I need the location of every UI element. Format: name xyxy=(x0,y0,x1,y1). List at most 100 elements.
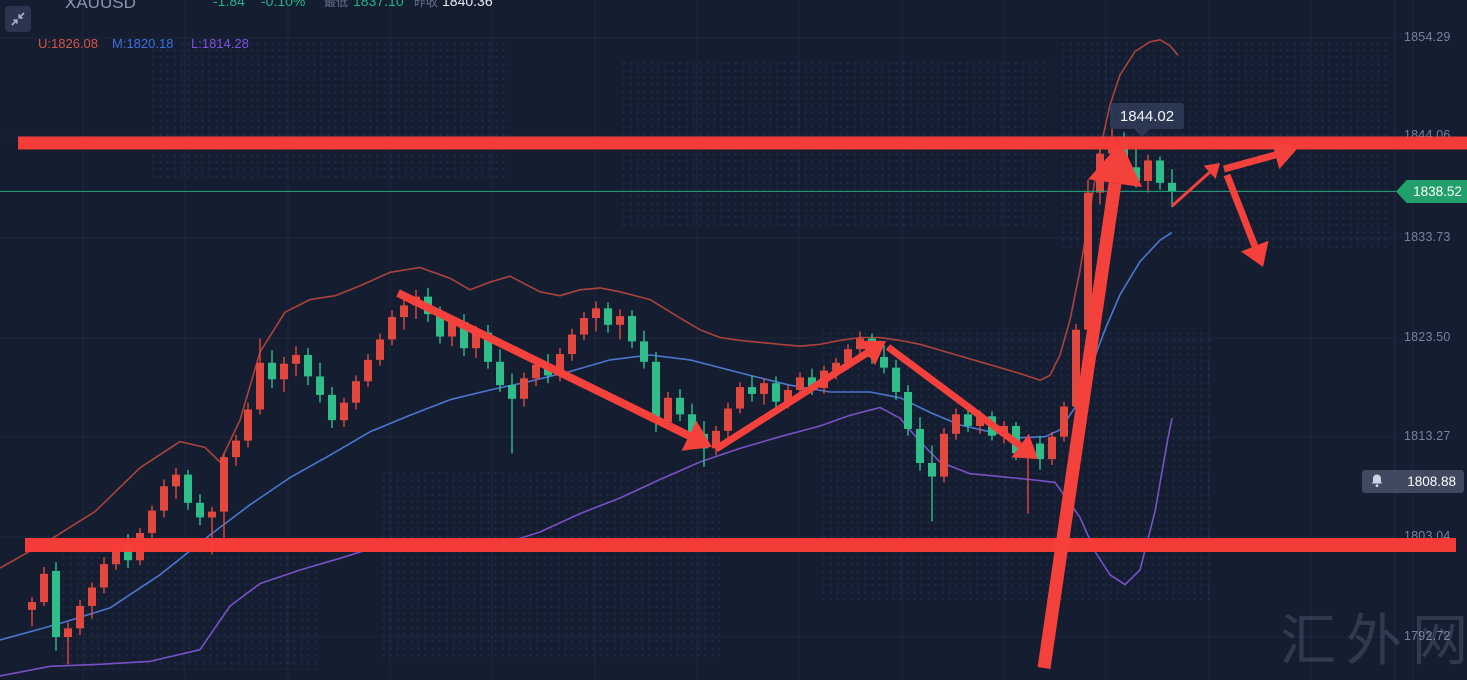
low-value: 1837.10 xyxy=(353,0,404,9)
candle-body xyxy=(280,363,288,380)
candle-body xyxy=(28,602,36,610)
candle-body xyxy=(472,332,480,349)
prev-close-value: 1840.36 xyxy=(442,0,493,9)
candle-body xyxy=(868,338,876,357)
bollinger-middle-band xyxy=(0,231,1173,641)
candle-body xyxy=(184,474,192,503)
candle-body xyxy=(268,362,276,380)
candle-body xyxy=(820,370,828,389)
map-dots-pattern xyxy=(1060,40,1390,250)
candle-body xyxy=(832,362,840,371)
symbol-name[interactable]: XAUUSD xyxy=(65,0,136,12)
candle-body xyxy=(544,364,552,376)
candle-body xyxy=(520,378,528,399)
trend-arrow-shaft xyxy=(1223,151,1277,173)
trend-arrow-shaft xyxy=(714,350,869,452)
candle-body xyxy=(484,332,492,362)
candle-body xyxy=(64,628,72,638)
bell-icon xyxy=(1371,474,1383,487)
candle-body xyxy=(976,416,984,427)
candle-body xyxy=(208,511,216,518)
map-dots-pattern xyxy=(620,60,1050,230)
trend-arrow-head xyxy=(1088,142,1142,188)
current-price-value: 1838.52 xyxy=(1413,184,1462,199)
map-dots-pattern xyxy=(150,40,510,180)
candle-body xyxy=(352,381,360,403)
candle-body xyxy=(448,321,456,337)
candle-body xyxy=(196,502,204,518)
candle-body xyxy=(40,573,48,603)
candle-body xyxy=(952,414,960,434)
axis-price-label: 1792.72 xyxy=(1404,629,1451,643)
candle-body xyxy=(844,349,852,363)
candle-body xyxy=(160,486,168,511)
candle-body xyxy=(1000,426,1008,436)
candle-body xyxy=(1156,160,1164,183)
axis-price-label: 1833.73 xyxy=(1404,230,1451,244)
candle-body xyxy=(88,587,96,606)
candle-body xyxy=(292,355,300,364)
boll-upper-readout: U:1826.08 xyxy=(38,36,98,51)
price-alert-badge[interactable]: 1808.88 xyxy=(1362,470,1464,493)
candle-body xyxy=(784,390,792,402)
candle-body xyxy=(856,338,864,350)
trend-arrow-head xyxy=(1203,163,1220,179)
bollinger-lower-band xyxy=(0,406,1173,677)
candle-body xyxy=(1144,160,1152,181)
trend-arrow-head xyxy=(859,340,886,366)
candle-body xyxy=(748,387,756,394)
candle-body xyxy=(1060,406,1068,437)
candle-body xyxy=(148,510,156,534)
candle-body xyxy=(808,377,816,389)
candle-body xyxy=(52,570,60,638)
candle-body xyxy=(628,316,636,342)
candle-body xyxy=(496,361,504,386)
resistance-level-bar xyxy=(18,136,1467,150)
candle-body xyxy=(316,376,324,395)
candle-body xyxy=(676,397,684,415)
low-label: 最低 xyxy=(324,0,349,9)
collapse-chart-button[interactable] xyxy=(5,6,31,32)
candle-body xyxy=(256,362,264,410)
candle-body xyxy=(964,414,972,427)
axis-price-label: 1803.04 xyxy=(1404,529,1451,543)
candle-body xyxy=(1012,426,1020,454)
trend-arrow-shaft xyxy=(1037,182,1122,669)
map-dots-pattern xyxy=(820,330,1210,600)
candle-body xyxy=(580,318,588,335)
axis-price-label: 1823.50 xyxy=(1404,330,1451,344)
candle-body xyxy=(688,414,696,434)
candle-body xyxy=(652,361,660,423)
candle-body xyxy=(616,316,624,325)
axis-price-label: 1844.06 xyxy=(1404,128,1451,142)
trend-arrow-head xyxy=(1271,140,1297,170)
candle-body xyxy=(328,394,336,421)
candle-body xyxy=(904,391,912,429)
candle-body xyxy=(376,339,384,360)
candle-body xyxy=(100,564,108,588)
candle-body xyxy=(1036,443,1044,460)
candle-body xyxy=(364,359,372,382)
candle-body xyxy=(604,308,612,325)
candle-body xyxy=(556,354,564,376)
price-change: -1.84 xyxy=(213,0,245,9)
candle-body xyxy=(220,457,228,512)
candle-body xyxy=(232,440,240,458)
candle-body xyxy=(736,387,744,409)
collapse-arrows-icon xyxy=(11,12,25,26)
candle-body xyxy=(568,334,576,355)
trend-arrow-head xyxy=(1241,240,1269,267)
candle-body xyxy=(304,355,312,377)
candle-body xyxy=(76,605,84,629)
trend-arrow-head xyxy=(1011,433,1038,459)
candle-body xyxy=(136,533,144,561)
tooltip-tail xyxy=(1134,129,1150,137)
candle-body xyxy=(880,356,888,368)
current-price-badge: 1838.52 xyxy=(1396,180,1467,203)
prev-close-label: 昨收 xyxy=(414,0,439,9)
candle-body xyxy=(1072,329,1080,407)
candle-body xyxy=(592,308,600,319)
boll-middle-readout: M:1820.18 xyxy=(112,36,174,51)
candle-body xyxy=(700,433,708,449)
